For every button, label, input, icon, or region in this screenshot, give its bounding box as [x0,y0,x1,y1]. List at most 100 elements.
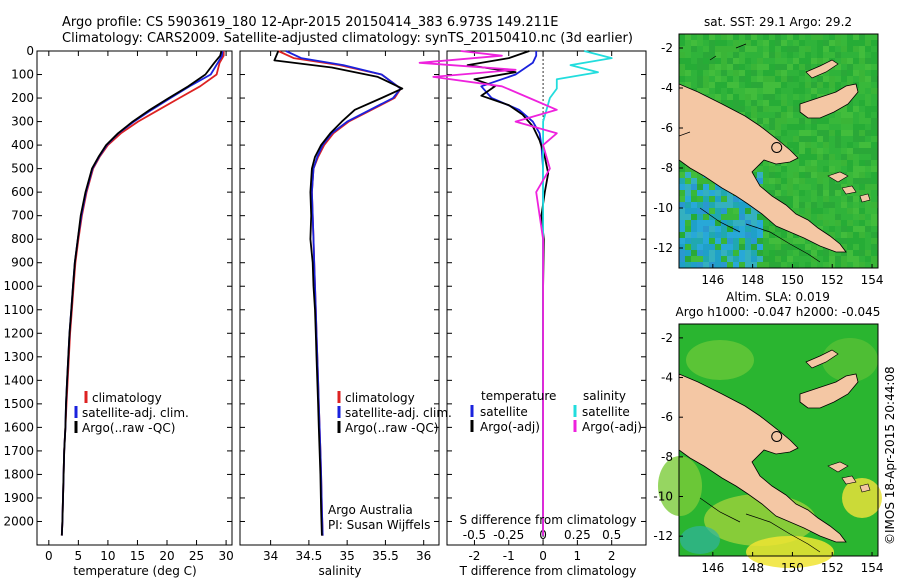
sst-tile [769,106,775,112]
series-line-t-satellite [480,51,544,536]
sst-tile [751,226,757,232]
sst-tile [787,34,793,40]
sst-tile [829,226,835,232]
sst-tile [871,58,877,64]
sst-tile [751,64,757,70]
sst-tile [727,58,733,64]
sst-tile [715,226,721,232]
sst-tile [733,208,739,214]
sst-tile [817,196,823,202]
sst-tile [859,262,865,268]
sst-tile [829,184,835,190]
sst-tile [721,190,727,196]
sst-tile [763,46,769,52]
difference-panel-frame [446,50,647,546]
sla-map-title-2: Argo h1000: -0.047 h2000: -0.045 [676,305,881,319]
sst-tile [751,58,757,64]
sst-tile [871,34,877,40]
sst-tile [757,64,763,70]
sst-tile [787,262,793,268]
sla-anomaly-patch [658,456,702,516]
sst-tile [793,70,799,76]
sst-tile [817,244,823,250]
sst-tile [793,136,799,142]
sst-tile [871,166,877,172]
sst-tile [727,196,733,202]
sst-tile [679,160,685,166]
sla-anomaly-patch [746,536,834,568]
sst-tile [853,244,859,250]
sst-tile [793,178,799,184]
sst-tile [835,82,841,88]
sla-map-axes: 146 148 150 152 154 -2 -4 -6 -8 -10 -12 [653,331,883,575]
sst-tile [721,94,727,100]
sst-tile [853,58,859,64]
sst-tile [835,160,841,166]
sst-tile [715,76,721,82]
sst-tile [769,64,775,70]
sla-map-frame [678,323,879,557]
sst-tile [799,262,805,268]
sst-tile [859,208,865,214]
sst-tile [751,238,757,244]
sst-tile [799,64,805,70]
sst-tile [871,154,877,160]
sst-tile [805,34,811,40]
sst-tile [787,250,793,256]
sst-tile [745,244,751,250]
sst-tile [823,202,829,208]
sst-tile [763,172,769,178]
sst-tile [799,178,805,184]
new-guinea-land [679,373,847,543]
sst-tile [709,94,715,100]
sst-tile [793,262,799,268]
sst-tile [721,34,727,40]
sst-tile [871,244,877,250]
series-line-satellite-adj-clim- [60,50,224,536]
sst-tile [799,58,805,64]
sst-tile [775,76,781,82]
sst-tile [745,256,751,262]
sst-tile [757,100,763,106]
sst-tile [775,136,781,142]
sst-tile [841,52,847,58]
sst-tile [703,196,709,202]
sst-tile [823,52,829,58]
sst-tile [841,130,847,136]
sst-tile [829,142,835,148]
sst-tile [709,256,715,262]
sst-tile [859,142,865,148]
x-tick-label: 30 [218,549,233,563]
sst-tile [859,118,865,124]
sst-tile [841,256,847,262]
sst-tile [739,94,745,100]
sst-tile [853,106,859,112]
sst-tile [847,130,853,136]
sst-tile [829,202,835,208]
sst-tile [715,70,721,76]
sst-tile [685,238,691,244]
islands-land [827,461,871,493]
sst-tile [781,112,787,118]
sst-tile [769,172,775,178]
x-tick-label: 0 [45,549,53,563]
sst-tile [733,250,739,256]
sst-tile [799,202,805,208]
sst-tile [793,208,799,214]
sst-tile [859,112,865,118]
sst-tile [715,82,721,88]
temperature-plot: 0 5 10 15 20 25 300100200300400500600700800900… [3,44,233,563]
sst-tile [853,196,859,202]
sst-tile [847,100,853,106]
sst-tile [781,256,787,262]
sst-tile [745,208,751,214]
sst-tile [847,244,853,250]
sst-tile [799,190,805,196]
sst-tile [847,238,853,244]
sst-tile [703,226,709,232]
sst-tile [817,148,823,154]
s-tick-label: 0.25 [564,528,591,542]
sst-tile [769,52,775,58]
sst-tile [793,130,799,136]
sst-tile [715,190,721,196]
